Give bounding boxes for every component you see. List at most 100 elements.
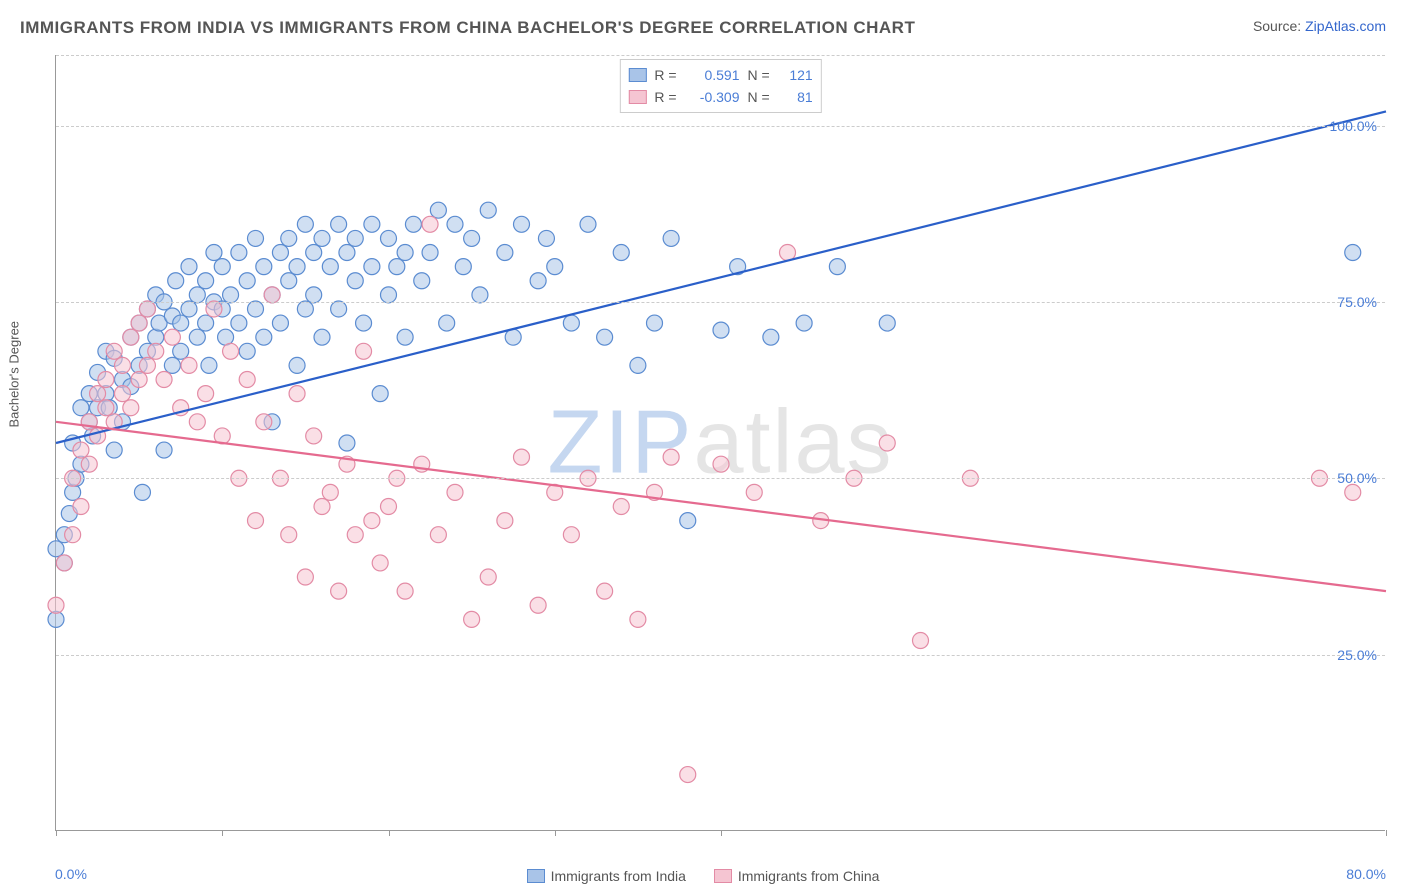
data-point (106, 343, 122, 359)
data-point (115, 357, 131, 373)
legend-row-china: R = -0.309 N = 81 (628, 86, 812, 108)
data-point (563, 315, 579, 331)
data-point (306, 245, 322, 261)
data-point (248, 230, 264, 246)
data-point (134, 484, 150, 500)
data-point (131, 315, 147, 331)
data-point (281, 527, 297, 543)
data-point (331, 301, 347, 317)
data-point (189, 287, 205, 303)
data-point (322, 484, 338, 500)
data-point (115, 386, 131, 402)
data-point (339, 435, 355, 451)
data-point (514, 449, 530, 465)
data-point (746, 484, 762, 500)
data-point (306, 428, 322, 444)
data-point (297, 301, 313, 317)
data-point (239, 372, 255, 388)
data-point (472, 287, 488, 303)
data-point (464, 230, 480, 246)
data-point (422, 216, 438, 232)
data-point (530, 597, 546, 613)
legend-stats: R = 0.591 N = 121 R = -0.309 N = 81 (619, 59, 821, 113)
data-point (397, 245, 413, 261)
data-point (505, 329, 521, 345)
data-point (189, 414, 205, 430)
x-tick (555, 830, 556, 836)
gridline (56, 478, 1385, 479)
data-point (430, 202, 446, 218)
chart-container: IMMIGRANTS FROM INDIA VS IMMIGRANTS FROM… (0, 0, 1406, 892)
data-point (56, 555, 72, 571)
x-tick (389, 830, 390, 836)
data-point (90, 386, 106, 402)
data-point (73, 442, 89, 458)
data-point (264, 287, 280, 303)
data-point (272, 245, 288, 261)
data-point (1345, 245, 1361, 261)
data-point (381, 287, 397, 303)
data-point (201, 357, 217, 373)
data-point (65, 527, 81, 543)
source-link[interactable]: ZipAtlas.com (1305, 18, 1386, 34)
data-point (514, 216, 530, 232)
data-point (331, 583, 347, 599)
data-point (281, 273, 297, 289)
x-tick (56, 830, 57, 836)
data-point (164, 329, 180, 345)
data-point (829, 259, 845, 275)
data-point (181, 259, 197, 275)
data-point (447, 216, 463, 232)
data-point (123, 329, 139, 345)
gridline (56, 126, 1385, 127)
x-tick-label: 80.0% (1346, 866, 1386, 882)
data-point (356, 315, 372, 331)
data-point (173, 343, 189, 359)
data-point (139, 357, 155, 373)
data-point (763, 329, 779, 345)
data-point (156, 442, 172, 458)
data-point (81, 456, 97, 472)
data-point (389, 259, 405, 275)
data-point (181, 301, 197, 317)
data-point (422, 245, 438, 261)
legend-item-india: Immigrants from India (527, 868, 686, 884)
data-point (397, 329, 413, 345)
y-tick-label: 50.0% (1337, 470, 1377, 486)
legend-bottom: Immigrants from India Immigrants from Ch… (0, 868, 1406, 886)
data-point (713, 322, 729, 338)
data-point (231, 245, 247, 261)
data-point (663, 230, 679, 246)
data-point (356, 343, 372, 359)
legend-row-india: R = 0.591 N = 121 (628, 64, 812, 86)
data-point (613, 245, 629, 261)
data-point (647, 315, 663, 331)
data-point (364, 216, 380, 232)
data-point (405, 216, 421, 232)
data-point (206, 301, 222, 317)
legend-item-china: Immigrants from China (714, 868, 880, 884)
data-point (181, 357, 197, 373)
swatch-india (628, 68, 646, 82)
gridline (56, 655, 1385, 656)
swatch-china (628, 90, 646, 104)
data-point (198, 315, 214, 331)
data-point (530, 273, 546, 289)
data-point (131, 372, 147, 388)
data-point (879, 315, 895, 331)
data-point (98, 372, 114, 388)
data-point (372, 386, 388, 402)
data-point (339, 245, 355, 261)
data-point (106, 442, 122, 458)
data-point (547, 259, 563, 275)
data-point (281, 230, 297, 246)
data-point (231, 315, 247, 331)
data-point (198, 273, 214, 289)
trend-line (56, 422, 1386, 591)
data-point (189, 329, 205, 345)
swatch-india-bottom (527, 869, 545, 883)
data-point (1345, 484, 1361, 500)
data-point (680, 767, 696, 783)
data-point (613, 498, 629, 514)
plot-area: ZIPatlas R = 0.591 N = 121 R = -0.309 N … (55, 55, 1385, 831)
